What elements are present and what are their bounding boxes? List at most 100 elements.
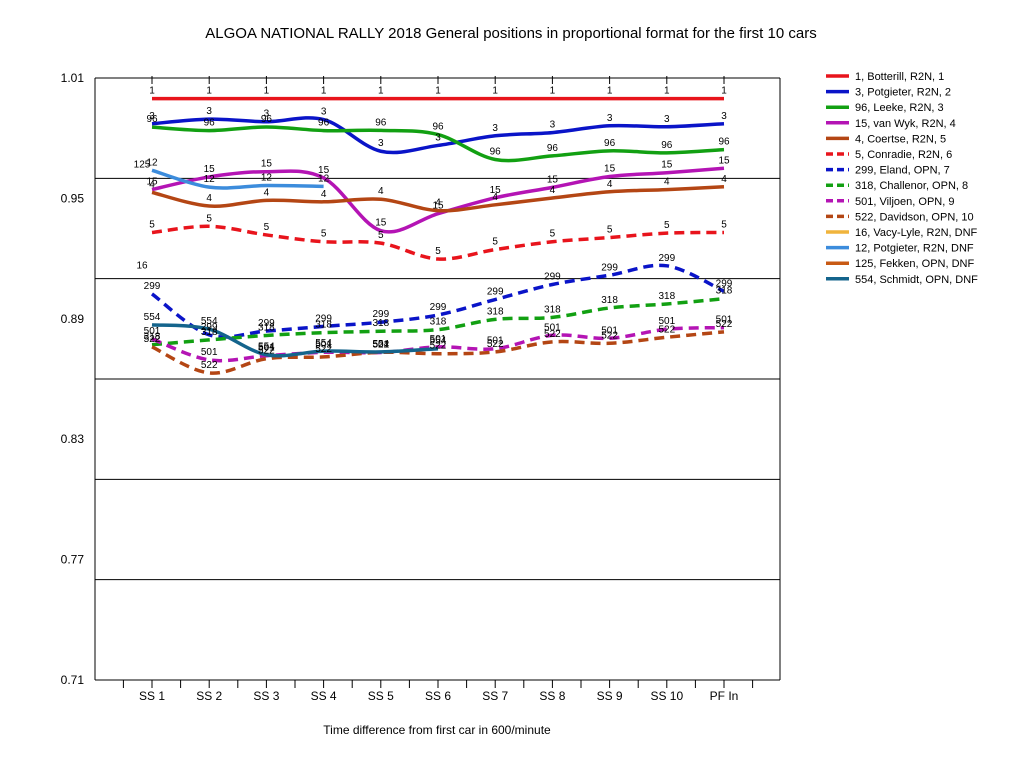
y-tick-label: 0.83 bbox=[61, 432, 85, 446]
point-label-318: 318 bbox=[487, 306, 504, 317]
x-tick-label: SS 9 bbox=[597, 689, 623, 703]
point-label-4: 4 bbox=[607, 179, 613, 190]
point-label-3: 3 bbox=[721, 111, 727, 122]
point-label-1: 1 bbox=[721, 86, 727, 97]
point-label-5: 5 bbox=[264, 222, 270, 233]
point-label-96: 96 bbox=[490, 146, 502, 157]
series-line-501 bbox=[151, 325, 725, 363]
legend-entry: 96, Leeke, R2N, 3 bbox=[855, 102, 944, 114]
point-label-15: 15 bbox=[204, 164, 216, 175]
legend-entry: 501, Viljoen, OPN, 9 bbox=[855, 196, 954, 208]
point-label-318: 318 bbox=[716, 286, 733, 297]
point-label-1: 1 bbox=[435, 86, 441, 97]
point-label-3: 3 bbox=[664, 114, 670, 125]
legend-entry: 5, Conradie, R2N, 6 bbox=[855, 149, 952, 161]
point-label-299: 299 bbox=[487, 287, 504, 298]
point-label-96: 96 bbox=[661, 140, 673, 151]
point-label-3: 3 bbox=[607, 113, 613, 124]
point-label-501: 501 bbox=[601, 325, 618, 336]
point-label-522: 522 bbox=[601, 330, 618, 341]
legend-entry: 125, Fekken, OPN, DNF bbox=[855, 258, 974, 270]
x-tick-label: SS 1 bbox=[139, 689, 165, 703]
point-label-299: 299 bbox=[658, 253, 675, 264]
point-label-96: 96 bbox=[204, 118, 216, 129]
point-label-4: 4 bbox=[492, 192, 498, 203]
point-label-554: 554 bbox=[430, 336, 447, 347]
point-label-96: 96 bbox=[432, 122, 444, 133]
legend-entry: 16, Vacy-Lyle, R2N, DNF bbox=[855, 227, 978, 239]
legend: 1, Botterill, R2N, 1 3, Potgieter, R2N, 2… bbox=[826, 71, 978, 286]
point-label-15: 15 bbox=[261, 159, 273, 170]
y-tick-label: 0.77 bbox=[61, 553, 85, 567]
point-label-522: 522 bbox=[658, 324, 675, 335]
point-label-5: 5 bbox=[550, 229, 556, 240]
series-line-299 bbox=[150, 263, 725, 339]
point-label-1: 1 bbox=[149, 86, 155, 97]
point-label-318: 318 bbox=[201, 327, 218, 338]
x-axis-title: Time difference from first car in 600/mi… bbox=[323, 723, 551, 737]
point-label-318: 318 bbox=[544, 304, 561, 315]
point-label-299: 299 bbox=[601, 262, 618, 273]
point-label-3: 3 bbox=[550, 120, 556, 131]
x-tick-label: SS 5 bbox=[368, 689, 394, 703]
point-label-501: 501 bbox=[315, 339, 332, 350]
point-label-501: 501 bbox=[201, 347, 218, 358]
legend-entry: 554, Schmidt, OPN, DNF bbox=[855, 274, 978, 286]
point-label-318: 318 bbox=[601, 295, 618, 306]
point-label-15: 15 bbox=[146, 177, 158, 188]
point-label-522: 522 bbox=[144, 334, 161, 345]
y-tick-label: 0.95 bbox=[61, 191, 85, 205]
legend-entry: 4, Coertse, R2N, 5 bbox=[855, 133, 946, 145]
point-label-318: 318 bbox=[658, 291, 675, 302]
point-label-554: 554 bbox=[258, 342, 275, 353]
point-label-15: 15 bbox=[661, 160, 673, 171]
point-label-299: 299 bbox=[315, 313, 332, 324]
point-label-554: 554 bbox=[144, 312, 161, 323]
point-label-4: 4 bbox=[149, 179, 155, 190]
point-label-501: 501 bbox=[430, 334, 447, 345]
point-label-12: 12 bbox=[318, 173, 330, 184]
x-tick-label: SS 2 bbox=[196, 689, 222, 703]
point-label-3: 3 bbox=[378, 138, 384, 149]
point-label-1: 1 bbox=[550, 86, 556, 97]
legend-entry: 318, Challenor, OPN, 8 bbox=[855, 180, 968, 192]
point-label-4: 4 bbox=[321, 189, 327, 200]
point-label-3: 3 bbox=[206, 106, 212, 117]
x-tick-label: SS 6 bbox=[425, 689, 451, 703]
point-label-4: 4 bbox=[721, 174, 727, 185]
point-label-522: 522 bbox=[201, 360, 218, 371]
point-label-522: 522 bbox=[544, 329, 561, 340]
series-line-554 bbox=[151, 323, 439, 358]
x-tick-label: SS 8 bbox=[539, 689, 565, 703]
point-label-3: 3 bbox=[435, 132, 441, 143]
point-label-5: 5 bbox=[149, 220, 155, 231]
legend-entry: 3, Potgieter, R2N, 2 bbox=[855, 87, 951, 99]
legend-entry: 522, Davidson, OPN, 10 bbox=[855, 211, 974, 223]
point-label-1: 1 bbox=[607, 86, 613, 97]
point-label-15: 15 bbox=[604, 164, 616, 175]
point-label-5: 5 bbox=[321, 229, 327, 240]
point-label-501: 501 bbox=[258, 343, 275, 354]
point-label-12: 12 bbox=[261, 173, 273, 184]
point-label-501: 501 bbox=[544, 322, 561, 333]
point-label-299: 299 bbox=[544, 271, 561, 282]
series-line-522 bbox=[151, 330, 725, 375]
point-label-5: 5 bbox=[721, 220, 727, 231]
point-label-3: 3 bbox=[264, 109, 270, 120]
grid-lines bbox=[95, 77, 780, 681]
y-tick-label: 0.71 bbox=[61, 673, 85, 687]
point-label-15: 15 bbox=[375, 218, 387, 229]
point-label-5: 5 bbox=[607, 225, 613, 236]
point-label-522: 522 bbox=[258, 346, 275, 357]
legend-entry: 15, van Wyk, R2N, 4 bbox=[855, 118, 956, 130]
point-label-3: 3 bbox=[321, 107, 327, 118]
point-label-3: 3 bbox=[149, 111, 155, 122]
x-tick-label: SS 10 bbox=[650, 689, 683, 703]
point-label-4: 4 bbox=[664, 177, 670, 188]
axes: 1.01 0.95 0.89 0.83 0.77 0.71 SS 1 SS 2 SS 3 SS 4… bbox=[61, 71, 781, 703]
point-label-96: 96 bbox=[375, 117, 387, 128]
x-tick-label: PF In bbox=[710, 689, 739, 703]
point-label-1: 1 bbox=[321, 86, 327, 97]
point-label-554: 554 bbox=[201, 316, 218, 327]
